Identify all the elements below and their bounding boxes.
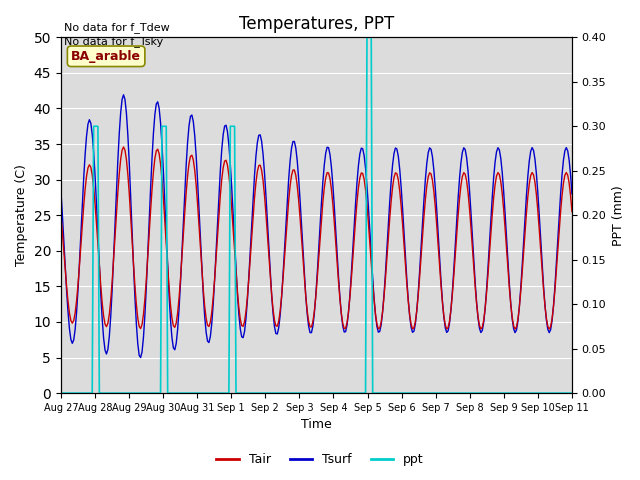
Text: No data for f_Tdew: No data for f_Tdew — [64, 22, 170, 33]
Legend: Tair, Tsurf, ppt: Tair, Tsurf, ppt — [211, 448, 429, 471]
X-axis label: Time: Time — [301, 419, 332, 432]
Text: No data for f_Tsky: No data for f_Tsky — [64, 36, 163, 47]
Y-axis label: Temperature (C): Temperature (C) — [15, 164, 28, 266]
Y-axis label: PPT (mm): PPT (mm) — [612, 185, 625, 246]
Title: Temperatures, PPT: Temperatures, PPT — [239, 15, 394, 33]
Text: BA_arable: BA_arable — [71, 50, 141, 63]
